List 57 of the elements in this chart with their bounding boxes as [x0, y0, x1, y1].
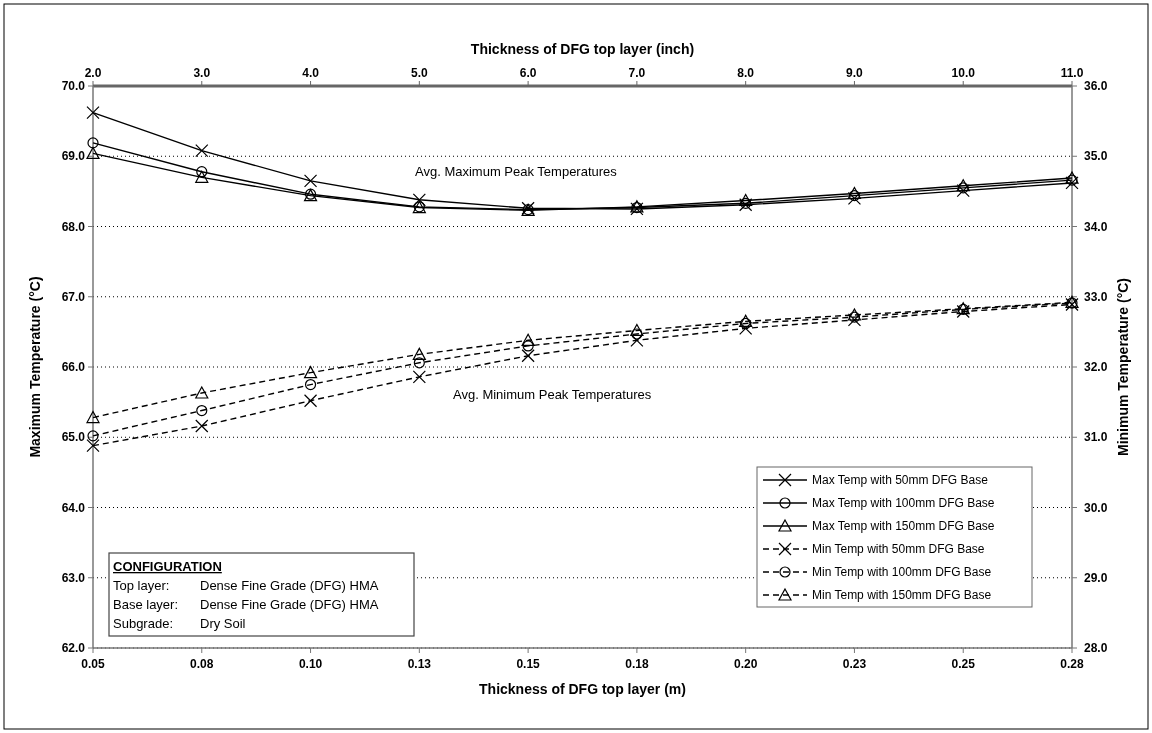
y-tick-label: 68.0	[61, 219, 86, 234]
x2-tick-label: 8.0	[737, 66, 755, 80]
x-tick-label: 0.10	[298, 657, 323, 671]
y-tick-label: 65.0	[61, 430, 86, 445]
x2-tick-label: 2.0	[84, 66, 102, 80]
annotation: Dry Soil	[200, 616, 246, 631]
y-tick-label: 64.0	[61, 500, 86, 515]
x2-tick-label: 10.0	[951, 66, 976, 80]
legend-label: Max Temp with 150mm DFG Base	[812, 519, 995, 533]
x-tick-label: 0.13	[407, 657, 432, 671]
x2-tick-label: 7.0	[628, 66, 646, 80]
annotation: Avg. Minimum Peak Temperatures	[453, 387, 652, 402]
x2-axis-title: Thickness of DFG top layer (inch)	[470, 41, 695, 57]
legend-label: Min Temp with 100mm DFG Base	[812, 565, 992, 579]
x-tick-label: 0.18	[625, 657, 649, 671]
x2-tick-label: 9.0	[846, 66, 864, 80]
annotation: Subgrade:	[113, 616, 173, 631]
annotation: Top layer:	[113, 578, 170, 593]
y2-tick-label: 35.0	[1084, 149, 1108, 164]
legend-label: Min Temp with 150mm DFG Base	[812, 588, 992, 602]
y-tick-label: 70.0	[61, 79, 86, 93]
y-tick-label: 66.0	[61, 360, 86, 374]
y2-tick-label: 29.0	[1084, 570, 1108, 585]
y2-tick-label: 30.0	[1084, 500, 1108, 515]
y-tick-label: 69.0	[61, 149, 86, 164]
x2-tick-label: 4.0	[302, 66, 320, 80]
x-tick-label: 0.25	[951, 657, 976, 671]
x-tick-label: 0.05	[81, 657, 105, 671]
y2-tick-label: 28.0	[1084, 641, 1108, 655]
x-axis-title: Thickness of DFG top layer (m)	[479, 681, 686, 697]
annotation: Base layer:	[113, 597, 179, 612]
y-axis-title: Maximum Temperature (°C)	[27, 276, 43, 458]
y2-tick-label: 36.0	[1084, 79, 1108, 93]
x-tick-label: 0.08	[190, 657, 214, 671]
annotation: Dense Fine Grade (DFG) HMA	[200, 578, 379, 593]
y2-tick-label: 33.0	[1084, 289, 1108, 304]
y-tick-label: 62.0	[61, 641, 86, 655]
x-tick-label: 0.28	[1060, 657, 1084, 671]
x2-tick-label: 3.0	[193, 66, 211, 80]
y2-tick-label: 34.0	[1084, 219, 1108, 234]
annotation: CONFIGURATION	[113, 559, 222, 574]
legend-label: Max Temp with 50mm DFG Base	[812, 473, 989, 487]
y-tick-label: 63.0	[61, 570, 86, 585]
x-tick-label: 0.15	[516, 657, 541, 671]
legend-label: Min Temp with 50mm DFG Base	[812, 542, 985, 556]
x2-tick-label: 6.0	[519, 66, 537, 80]
x-tick-label: 0.23	[842, 657, 867, 671]
y2-axis-title: Minimum Temperature (°C)	[1115, 277, 1131, 457]
y2-tick-label: 31.0	[1084, 430, 1108, 445]
x-tick-label: 0.20	[733, 657, 758, 671]
legend-label: Max Temp with 100mm DFG Base	[812, 496, 995, 510]
annotation: Dense Fine Grade (DFG) HMA	[200, 597, 379, 612]
x2-tick-label: 11.0	[1060, 66, 1084, 80]
y-tick-label: 67.0	[61, 289, 86, 304]
y2-tick-label: 32.0	[1084, 360, 1108, 374]
x2-tick-label: 5.0	[410, 66, 428, 80]
annotation: Avg. Maximum Peak Temperatures	[415, 164, 618, 179]
